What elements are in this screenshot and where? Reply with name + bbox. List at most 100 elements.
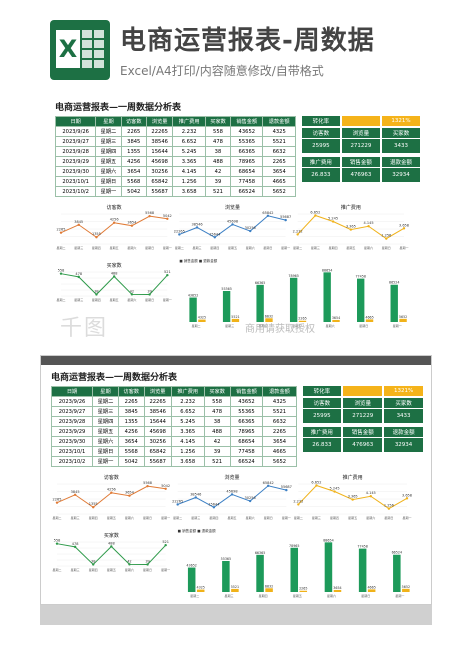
data-label: 30256 xyxy=(245,496,256,500)
table-cell: 2023/9/27 xyxy=(54,136,97,147)
table-cell: 55687 xyxy=(145,186,174,197)
table-cell: 5042 xyxy=(120,186,147,197)
kpi-cell xyxy=(343,386,383,396)
table-cell: 55365 xyxy=(229,406,264,417)
kpi-cell: 26.833 xyxy=(302,438,342,452)
kpi-cell: 32934 xyxy=(381,168,420,182)
chart-title: 买家数 xyxy=(107,262,122,269)
data-label: 3654 xyxy=(125,491,135,495)
data-label: 478 xyxy=(75,272,82,276)
data-label: 478 xyxy=(72,542,79,546)
table-cell: 5521 xyxy=(262,406,297,417)
data-label: 42 xyxy=(127,559,131,563)
data-label: 39 xyxy=(147,289,151,293)
table-cell: 38 xyxy=(203,416,231,427)
data-label: 1.256 xyxy=(381,234,391,238)
data-point xyxy=(166,273,169,277)
bar xyxy=(187,567,196,592)
table-cell: 22265 xyxy=(145,126,174,137)
table-cell: 30256 xyxy=(143,436,172,447)
bar xyxy=(222,560,230,592)
table-cell: 2265 xyxy=(262,426,297,437)
tick-label: 星期四 xyxy=(89,515,98,520)
data-point xyxy=(146,484,149,488)
bar xyxy=(402,588,410,592)
table-cell: 22265 xyxy=(143,396,172,407)
data-label: 558 xyxy=(54,539,61,543)
tick-label: 星期一 xyxy=(163,297,172,302)
tick-label: 星期四 xyxy=(92,297,101,302)
bar-label: 4325 xyxy=(198,316,206,320)
tick-label: 星期一 xyxy=(161,515,170,520)
table-cell: 55365 xyxy=(230,136,264,147)
tick-label: 星期日 xyxy=(263,245,272,250)
page-subtitle: Excel/A4打印/内容随意修改/自带格式 xyxy=(120,64,324,78)
data-label: 42 xyxy=(130,289,134,293)
table-cell: 1355 xyxy=(117,416,145,427)
data-label: 5042 xyxy=(163,214,172,218)
data-label: 55687 xyxy=(281,485,292,489)
tick-label: 星期四 xyxy=(209,515,218,520)
table-cell: 星期六 xyxy=(92,436,119,447)
table-cell: 星期四 xyxy=(95,146,122,157)
data-label: 38546 xyxy=(191,222,202,226)
tick-label: 星期三 xyxy=(191,515,200,520)
data-point xyxy=(77,223,80,226)
line-chart: 访客数 2265 星期二 3845 星期三 1355 星期四 4256 星期五 3654 星期六 55… xyxy=(52,474,170,520)
table-cell: 488 xyxy=(203,426,231,437)
tick-label: 星期五 xyxy=(110,297,119,302)
table-cell: 38546 xyxy=(143,406,172,417)
table-cell: 2023/9/28 xyxy=(50,416,94,427)
data-point xyxy=(333,490,336,493)
bar-label: 66365 xyxy=(255,551,266,555)
kpi-values-1: 25995 271229 3433 xyxy=(302,409,423,423)
table-cell: 43652 xyxy=(230,126,264,137)
bar-label: 4325 xyxy=(197,586,205,590)
table-cell: 1.256 xyxy=(170,446,205,457)
kpi-cell: 25995 xyxy=(301,139,340,153)
bar-label: 43652 xyxy=(186,564,197,568)
data-label: 3845 xyxy=(74,220,83,224)
tick-label: 星期六 xyxy=(246,515,255,520)
charts-area: 访客数 2265 星期二 3845 星期三 1355 星期四 4256 星期五 3654 星期六 55… xyxy=(56,204,409,328)
report-preview-2: 电商运营报表—一周数据分析表 日期 星期 访客数 浏览量 推广费用 买家数 销售金额 退款金额 2… xyxy=(40,355,432,605)
kpi-cell: 转化率 xyxy=(301,116,340,126)
kpi-values-2: 26.833 476963 32934 xyxy=(302,438,423,452)
data-point xyxy=(349,228,353,231)
table-cell: 521 xyxy=(204,186,232,197)
bar xyxy=(324,542,333,592)
data-point xyxy=(130,293,134,296)
table-cell: 5568 xyxy=(120,176,147,187)
data-label: 5.245 xyxy=(328,217,338,221)
bar xyxy=(367,589,376,592)
data-point xyxy=(110,545,113,548)
tick-label: 星期日 xyxy=(382,245,391,250)
tick-label: 星期二 xyxy=(190,593,199,598)
tick-label: 星期一 xyxy=(399,245,408,250)
kpi-conversion: 转化率 1321% xyxy=(302,386,423,396)
table-cell: 45698 xyxy=(143,426,172,437)
tick-label: 星期六 xyxy=(364,245,373,250)
table-cell: 66365 xyxy=(230,146,264,157)
table-cell: 558 xyxy=(203,396,231,407)
kpi-cell: 浏览量 xyxy=(341,128,380,138)
table-cell: 4256 xyxy=(120,156,147,167)
kpi-cell: 销售金额 xyxy=(343,427,383,437)
bar-label: 55365 xyxy=(221,287,232,291)
header: X 电商运营报表-周数据 Excel/A4打印/内容随意修改/自带格式 xyxy=(0,0,474,95)
tick-label: 星期日 xyxy=(384,515,393,520)
table-cell: 5521 xyxy=(262,136,296,147)
column-header: 买家数 xyxy=(204,116,232,127)
data-point xyxy=(130,224,134,227)
table-cell: 5652 xyxy=(262,456,297,467)
data-label: 3.365 xyxy=(346,225,356,229)
table-cell: 38 xyxy=(204,146,232,157)
data-point xyxy=(166,217,169,220)
table-cell: 4325 xyxy=(262,396,297,407)
data-point xyxy=(95,236,98,239)
data-label: 5568 xyxy=(145,211,154,215)
line-chart: 推广费用 2.232 星期二 6.652 星期三 5.245 星期四 3.365 星期五 4.14… xyxy=(293,204,409,250)
data-label: 6.652 xyxy=(311,480,321,484)
table-cell: 星期日 xyxy=(95,176,122,187)
bar-chart: ■ 销售金额 ■ 退款金额 43652 55365 66365 78965 88654 77… xyxy=(179,258,407,328)
